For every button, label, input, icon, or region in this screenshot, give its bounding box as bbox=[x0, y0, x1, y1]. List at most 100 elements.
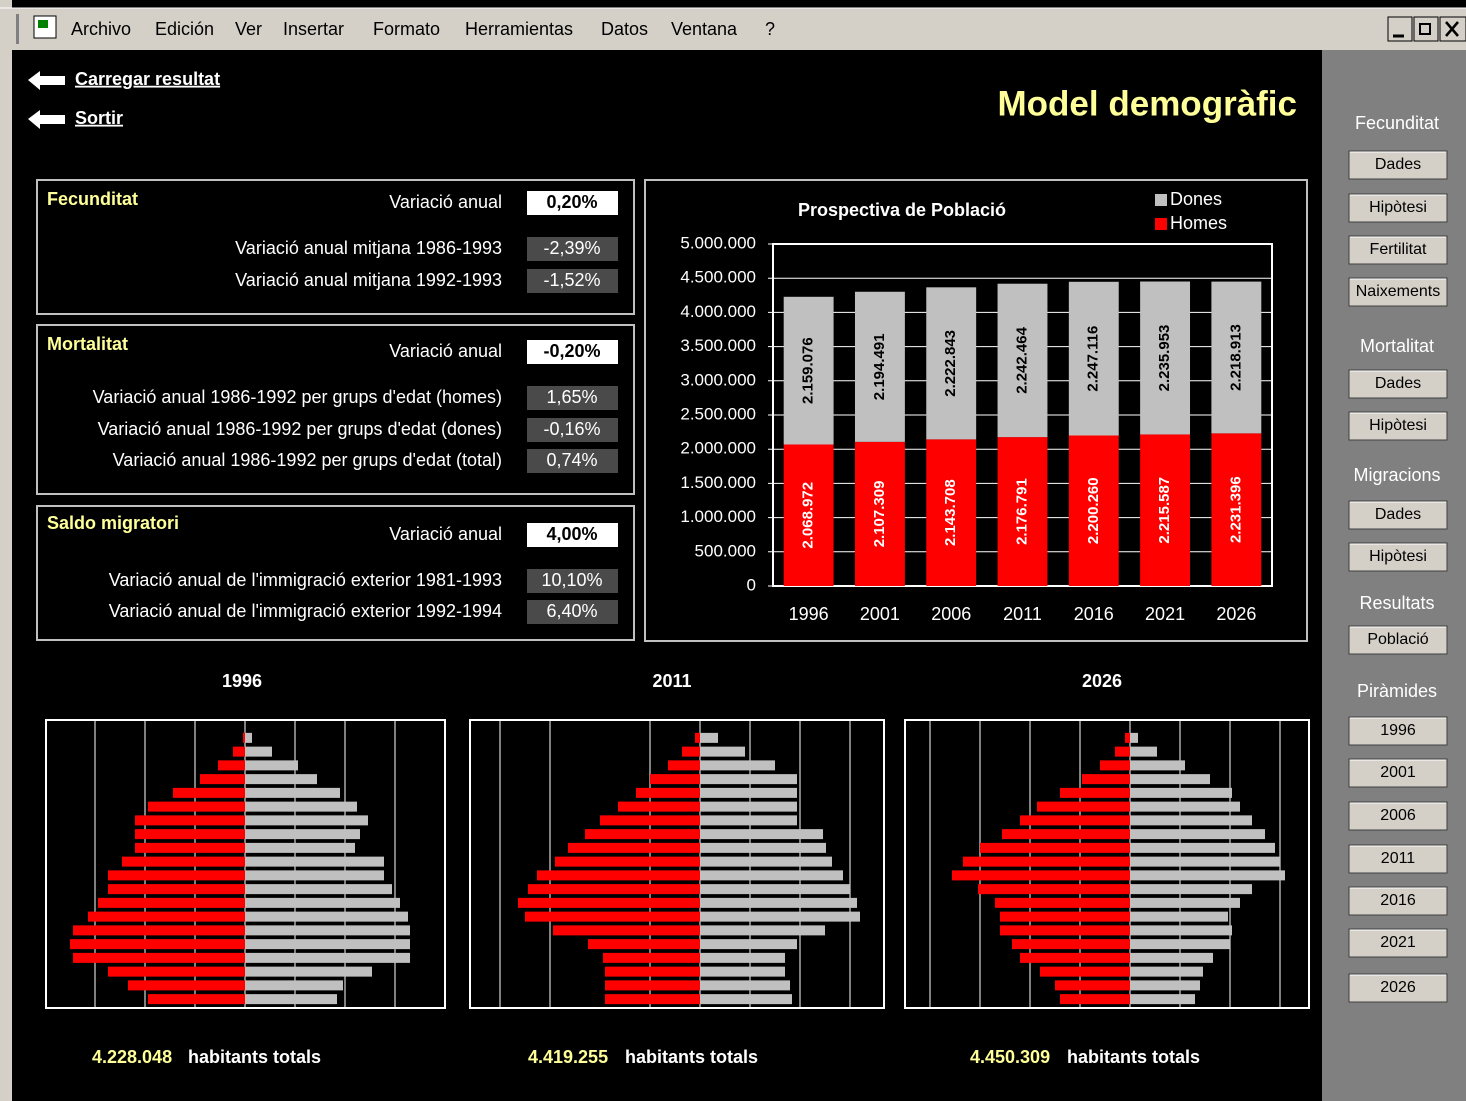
sidebar-button[interactable] bbox=[1348, 277, 1448, 307]
button-label[interactable]: 2006 bbox=[1380, 807, 1416, 824]
pyramid-bar bbox=[528, 884, 700, 895]
pyramid-bar bbox=[603, 952, 700, 963]
button-label[interactable]: 2021 bbox=[1380, 934, 1416, 951]
sidebar-button[interactable] bbox=[1348, 801, 1448, 831]
value-label: 2.143.708 bbox=[942, 479, 959, 546]
sidebar-button[interactable] bbox=[1348, 369, 1448, 399]
button-label[interactable]: Dades bbox=[1375, 375, 1421, 392]
menu-item[interactable]: Edición bbox=[155, 19, 214, 39]
main-value-box[interactable] bbox=[527, 340, 618, 364]
sidebar-button[interactable] bbox=[1348, 844, 1448, 874]
sidebar bbox=[1322, 50, 1466, 1101]
x-tick-label: 2026 bbox=[1216, 604, 1256, 624]
pyramid-bar bbox=[98, 897, 245, 908]
pyramid-bar bbox=[525, 911, 700, 922]
bar-segment bbox=[997, 283, 1048, 438]
y-tick-label: 2.500.000 bbox=[680, 404, 756, 423]
menu-item[interactable]: Ventana bbox=[671, 19, 738, 39]
pyramid-bar bbox=[122, 856, 245, 867]
pyramid-bar bbox=[1012, 939, 1130, 950]
sidebar-button[interactable] bbox=[1348, 886, 1448, 916]
button-label[interactable]: Dades bbox=[1375, 506, 1421, 523]
row-label: Variació anual de l'immigració exterior … bbox=[109, 601, 502, 621]
pyramid-bar bbox=[618, 801, 700, 812]
sidebar-button[interactable] bbox=[1348, 542, 1448, 572]
pyramid-bar bbox=[1130, 952, 1213, 963]
pyramid-bar bbox=[952, 870, 1130, 881]
pyramid-bar bbox=[585, 829, 700, 840]
bar-segment bbox=[783, 296, 834, 445]
button-label[interactable]: Fertilitat bbox=[1370, 241, 1427, 258]
menu-item[interactable]: Formato bbox=[373, 19, 440, 39]
sidebar-button[interactable] bbox=[1348, 625, 1448, 655]
button-label[interactable]: Dades bbox=[1375, 156, 1421, 173]
pyramid-bar bbox=[173, 787, 245, 798]
menu-item[interactable]: Datos bbox=[601, 19, 648, 39]
row-label: Variació anual mitjana 1986-1993 bbox=[235, 238, 502, 258]
restore-icon bbox=[1419, 23, 1431, 35]
pyramid-bar bbox=[245, 897, 400, 908]
total-text: habitants totals bbox=[1067, 1047, 1200, 1067]
row-value: 10,10% bbox=[541, 570, 602, 590]
main-value-box[interactable] bbox=[527, 191, 618, 215]
button-label[interactable]: Hipòtesi bbox=[1369, 199, 1427, 216]
sidebar-button[interactable] bbox=[1348, 235, 1448, 265]
legend-swatch bbox=[1155, 194, 1167, 206]
pyramid-bar bbox=[243, 732, 245, 743]
sidebar-button[interactable] bbox=[1348, 411, 1448, 441]
total-text: habitants totals bbox=[188, 1047, 321, 1067]
button-label[interactable]: Població bbox=[1367, 631, 1428, 648]
value-label: 2.194.491 bbox=[871, 333, 888, 400]
nav-link[interactable]: Sortir bbox=[75, 108, 123, 128]
pyramid-bar bbox=[700, 746, 745, 757]
button-label[interactable]: 2016 bbox=[1380, 892, 1416, 909]
menu-item[interactable]: Insertar bbox=[283, 19, 344, 39]
button-label[interactable]: 2011 bbox=[1381, 850, 1416, 867]
sidebar-button[interactable] bbox=[1348, 716, 1448, 746]
panel-title: Mortalitat bbox=[47, 334, 128, 354]
menu-item[interactable]: ? bbox=[765, 19, 775, 39]
menu-item[interactable]: Archivo bbox=[71, 19, 131, 39]
value-label: 2.215.587 bbox=[1156, 477, 1173, 544]
sidebar-button[interactable] bbox=[1348, 150, 1448, 180]
pyramid-bar bbox=[1130, 787, 1232, 798]
chart-frame bbox=[644, 179, 1308, 642]
sidebar-button[interactable] bbox=[1348, 500, 1448, 530]
pyramid-bar bbox=[1130, 980, 1200, 991]
pyramid-bar bbox=[1130, 870, 1285, 881]
pyramid-bar bbox=[70, 939, 245, 950]
pyramid-bar bbox=[135, 842, 245, 853]
sidebar-button[interactable] bbox=[1348, 193, 1448, 223]
sidebar-button[interactable] bbox=[1348, 973, 1448, 1003]
nav-link[interactable]: Carregar resultat bbox=[75, 69, 220, 89]
bar-segment bbox=[1068, 281, 1119, 436]
pyramid-bar bbox=[245, 911, 408, 922]
menu-item[interactable]: Ver bbox=[235, 19, 262, 39]
menu-item[interactable]: Herramientas bbox=[465, 19, 573, 39]
legend-label: Dones bbox=[1170, 189, 1222, 209]
pyramid-bar bbox=[1130, 884, 1252, 895]
button-label[interactable]: 2001 bbox=[1380, 764, 1416, 781]
pyramid-bar bbox=[1130, 774, 1210, 785]
pyramid-bar bbox=[700, 774, 797, 785]
x-tick-label: 2021 bbox=[1145, 604, 1185, 624]
button-label[interactable]: Naixements bbox=[1356, 283, 1440, 300]
pyramid-bar bbox=[245, 856, 384, 867]
legend-label: Homes bbox=[1170, 213, 1227, 233]
main-value-box[interactable] bbox=[527, 523, 618, 547]
pyramid-bar bbox=[108, 870, 245, 881]
pyramid-bar bbox=[700, 884, 850, 895]
restore-button[interactable] bbox=[1413, 16, 1439, 42]
pyramid-bar bbox=[1115, 746, 1130, 757]
button-label[interactable]: Hipòtesi bbox=[1369, 548, 1427, 565]
row-label: Variació anual 1986-1992 per grups d'eda… bbox=[113, 450, 502, 470]
pyramid-bar bbox=[1040, 966, 1130, 977]
pyramid-bar bbox=[245, 774, 317, 785]
sidebar-button[interactable] bbox=[1348, 928, 1448, 958]
sidebar-button[interactable] bbox=[1348, 758, 1448, 788]
button-label[interactable]: 1996 bbox=[1380, 722, 1416, 739]
pyramid-bar bbox=[1020, 815, 1130, 826]
button-label[interactable]: Hipòtesi bbox=[1369, 417, 1427, 434]
button-label[interactable]: 2026 bbox=[1380, 979, 1416, 996]
pyramid-bar bbox=[605, 980, 700, 991]
